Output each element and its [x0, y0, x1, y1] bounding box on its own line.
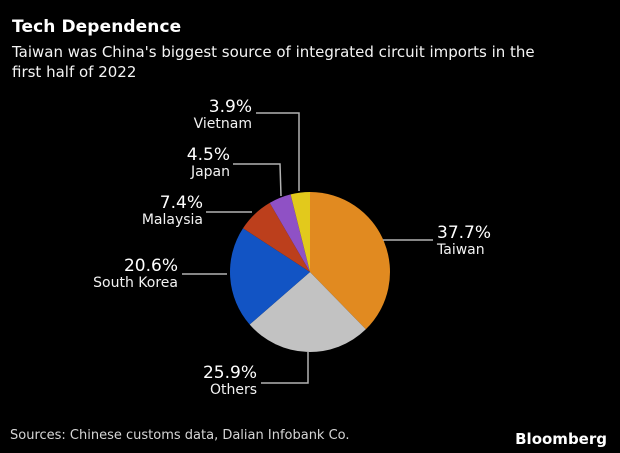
- callout-taiwan-name: Taiwan: [437, 242, 485, 258]
- callout-taiwan: 37.7% Taiwan: [437, 224, 491, 259]
- callout-south-korea-value: 20.6%: [123, 256, 178, 276]
- callout-others: 25.9% Others: [203, 364, 257, 399]
- pie-slices: [230, 192, 390, 352]
- callout-others-name: Others: [209, 382, 257, 398]
- pie-slice-vietnam: [290, 192, 310, 272]
- pie-slice-taiwan: [310, 192, 390, 330]
- bloomberg-logo: Bloomberg: [515, 430, 607, 448]
- leader-line-others: [261, 352, 309, 384]
- pie-slice-japan: [269, 194, 310, 272]
- leader-lines: [182, 112, 433, 384]
- callout-malaysia-name: Malaysia: [141, 212, 203, 228]
- pie-slice-others: [249, 272, 366, 352]
- callout-south-korea-name: South Korea: [93, 275, 178, 291]
- callout-malaysia-value: 7.4%: [159, 193, 203, 213]
- chart-subtitle: Taiwan was China's biggest source of int…: [12, 43, 535, 81]
- source-note: Sources: Chinese customs data, Dalian In…: [10, 428, 350, 443]
- pie-slice-south-korea: [230, 228, 310, 325]
- callout-japan-value: 4.5%: [186, 145, 230, 165]
- callout-japan-name: Japan: [190, 164, 230, 180]
- leader-line-japan: [233, 163, 282, 197]
- callout-others-value: 25.9%: [202, 363, 257, 383]
- callout-vietnam-name: Vietnam: [193, 116, 252, 132]
- callout-japan: 4.5% Japan: [187, 146, 230, 181]
- leader-line-vietnam: [256, 112, 300, 191]
- callout-malaysia: 7.4% Malaysia: [142, 194, 203, 229]
- pie-slice-malaysia: [243, 202, 310, 272]
- callout-vietnam: 3.9% Vietnam: [194, 98, 252, 133]
- chart-title: Tech Dependence: [12, 17, 182, 37]
- callout-vietnam-value: 3.9%: [208, 97, 252, 117]
- callout-south-korea: 20.6% South Korea: [93, 257, 178, 292]
- callout-taiwan-value: 37.7%: [437, 223, 492, 243]
